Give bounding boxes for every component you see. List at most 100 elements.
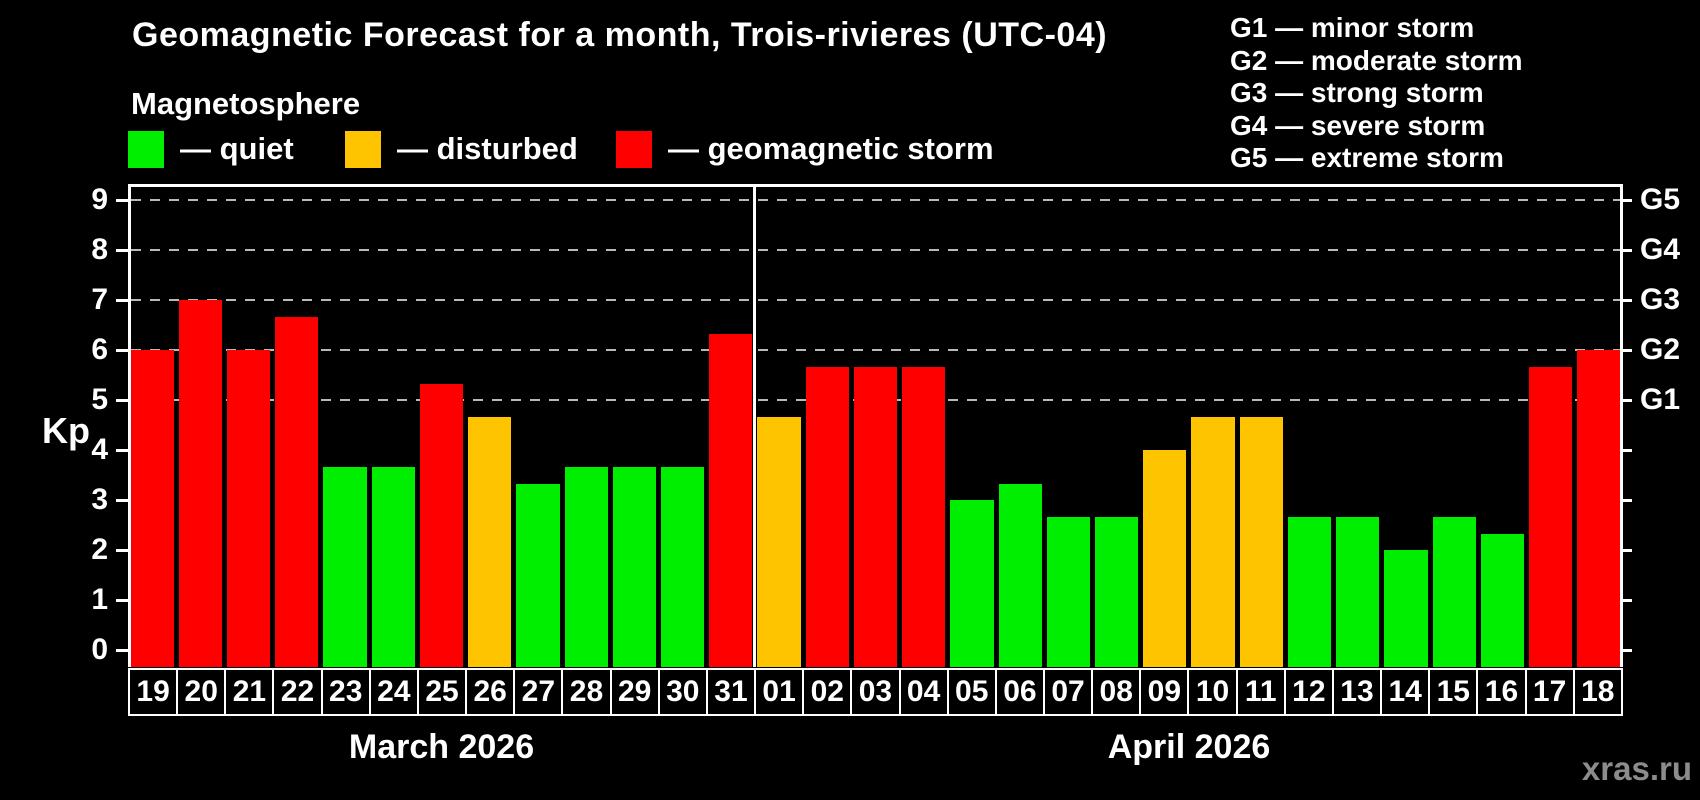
- day-label-box-04: 04: [898, 668, 949, 716]
- day-label-box-09: 09: [1139, 668, 1190, 716]
- day-label-box-05: 05: [946, 668, 997, 716]
- y-axis-tick-9: [116, 198, 128, 202]
- day-label-box-15: 15: [1428, 668, 1479, 716]
- month-separator-line: [753, 187, 757, 667]
- g-legend-item-g4: G4 — severe storm: [1230, 109, 1486, 141]
- kp-bar-day-28: [564, 466, 608, 667]
- y-axis-tick-8: [116, 248, 128, 252]
- y-axis-tick-label-6: 6: [91, 333, 108, 366]
- day-label-box-07: 07: [1042, 668, 1094, 716]
- right-axis-tick-1: [1620, 598, 1632, 602]
- g-scale-tick-label-g1: G1: [1640, 383, 1681, 416]
- kp-bar-day-20: [178, 300, 222, 667]
- y-axis-tick-7: [116, 298, 128, 302]
- y-axis-tick-label-3: 3: [91, 483, 108, 516]
- kp-bar-day-02: [805, 366, 849, 667]
- day-label-box-13: 13: [1331, 668, 1383, 716]
- kp-bar-day-22: [275, 316, 319, 667]
- kp-bar-day-08: [1095, 516, 1139, 667]
- g-scale-tick-label-g4: G4: [1640, 233, 1681, 266]
- right-axis-tick-5: [1620, 398, 1632, 402]
- day-label-box-31: 31: [705, 668, 757, 716]
- y-axis-tick-label-8: 8: [91, 233, 108, 266]
- gridline-kp7: [131, 299, 1620, 301]
- storm-scale-legend: G1 — minor storm G2 — moderate storm G3 — …: [1230, 12, 1523, 175]
- g-legend-item-g3: G3 — strong storm: [1230, 77, 1484, 108]
- y-axis-tick-label-0: 0: [91, 633, 108, 666]
- right-axis-tick-2: [1620, 548, 1632, 552]
- kp-bar-day-16: [1480, 533, 1525, 667]
- day-label-box-03: 03: [850, 668, 901, 716]
- day-label-box-19: 19: [128, 668, 179, 716]
- day-label-box-16: 16: [1476, 668, 1527, 716]
- day-label-box-20: 20: [176, 668, 227, 716]
- y-axis-tick-label-1: 1: [91, 583, 108, 616]
- g-legend-item-g1: G1 — minor storm: [1230, 12, 1475, 43]
- kp-bar-day-31: [709, 333, 753, 667]
- y-axis-tick-label-2: 2: [91, 533, 108, 566]
- kp-bar-day-09: [1143, 450, 1187, 667]
- day-label-box-27: 27: [513, 668, 564, 716]
- y-axis-tick-3: [116, 498, 128, 502]
- y-axis-tick-6: [116, 348, 128, 352]
- gridline-kp6: [131, 349, 1620, 351]
- day-label-box-08: 08: [1091, 668, 1142, 716]
- day-label-box-29: 29: [609, 668, 660, 716]
- magnetosphere-label: Magnetosphere: [131, 86, 361, 121]
- day-label-box-12: 12: [1283, 668, 1334, 716]
- day-label-box-18: 18: [1572, 668, 1623, 716]
- kp-bar-day-17: [1529, 366, 1573, 667]
- kp-bar-day-18: [1577, 350, 1621, 667]
- right-axis-tick-6: [1620, 348, 1632, 352]
- g-scale-tick-label-g5: G5: [1640, 183, 1681, 216]
- day-label-box-26: 26: [465, 668, 516, 716]
- kp-bar-day-27: [516, 483, 560, 667]
- day-label-box-25: 25: [416, 668, 468, 716]
- right-axis-tick-8: [1620, 248, 1632, 252]
- day-label-box-22: 22: [272, 668, 323, 716]
- watermark: xras.ru: [1581, 750, 1692, 787]
- right-axis-tick-3: [1620, 498, 1632, 502]
- legend-label: — quiet: [180, 131, 294, 166]
- day-label-box-11: 11: [1235, 668, 1286, 716]
- right-axis-tick-4: [1620, 448, 1632, 452]
- legend-label: — disturbed: [397, 131, 578, 166]
- right-axis-tick-0: [1620, 648, 1632, 652]
- kp-bar-day-13: [1336, 516, 1380, 667]
- right-axis-tick-7: [1620, 298, 1632, 302]
- y-axis-title: Kp: [42, 410, 90, 451]
- month-label-march: March 2026: [348, 728, 535, 766]
- y-axis-tick-2: [116, 548, 128, 552]
- g-scale-tick-label-g2: G2: [1640, 333, 1681, 366]
- kp-bar-day-05: [950, 500, 994, 667]
- day-label-box-01: 01: [754, 668, 805, 716]
- kp-bar-day-03: [853, 366, 898, 667]
- day-label-box-30: 30: [657, 668, 708, 716]
- kp-bar-day-11: [1239, 416, 1283, 667]
- day-label-box-24: 24: [368, 668, 419, 716]
- kp-bar-day-10: [1191, 416, 1235, 667]
- kp-bar-day-25: [419, 383, 464, 667]
- day-label-box-28: 28: [561, 668, 612, 716]
- day-label-box-21: 21: [224, 668, 275, 716]
- kp-bar-day-12: [1287, 516, 1332, 667]
- kp-bar-day-29: [612, 466, 656, 667]
- gridline-kp8: [131, 249, 1620, 251]
- plot-area: [128, 184, 1623, 667]
- kp-bar-day-06: [998, 483, 1042, 667]
- disturbed-color-swatch: [345, 130, 381, 168]
- day-label-box-02: 02: [802, 668, 853, 716]
- day-label-row: 19 20 21 22 23 24 25 26 27 28 29 30 31 01 02 03 04 05 06 07…: [128, 668, 1623, 716]
- right-axis-tick-9: [1620, 198, 1632, 202]
- kp-bar-day-04: [902, 366, 946, 667]
- y-axis-tick-label-9: 9: [91, 183, 108, 216]
- legend-item-disturbed: — disturbed: [345, 130, 578, 168]
- day-label-box-17: 17: [1524, 668, 1575, 716]
- y-axis-tick-label-7: 7: [91, 283, 108, 316]
- page-title: Geomagnetic Forecast for a month, Trois-…: [132, 16, 1108, 54]
- g-scale-tick-label-g3: G3: [1640, 283, 1681, 316]
- storm-color-swatch: [616, 130, 652, 168]
- legend-item-quiet: — quiet: [128, 130, 294, 168]
- kp-bar-day-30: [660, 466, 705, 667]
